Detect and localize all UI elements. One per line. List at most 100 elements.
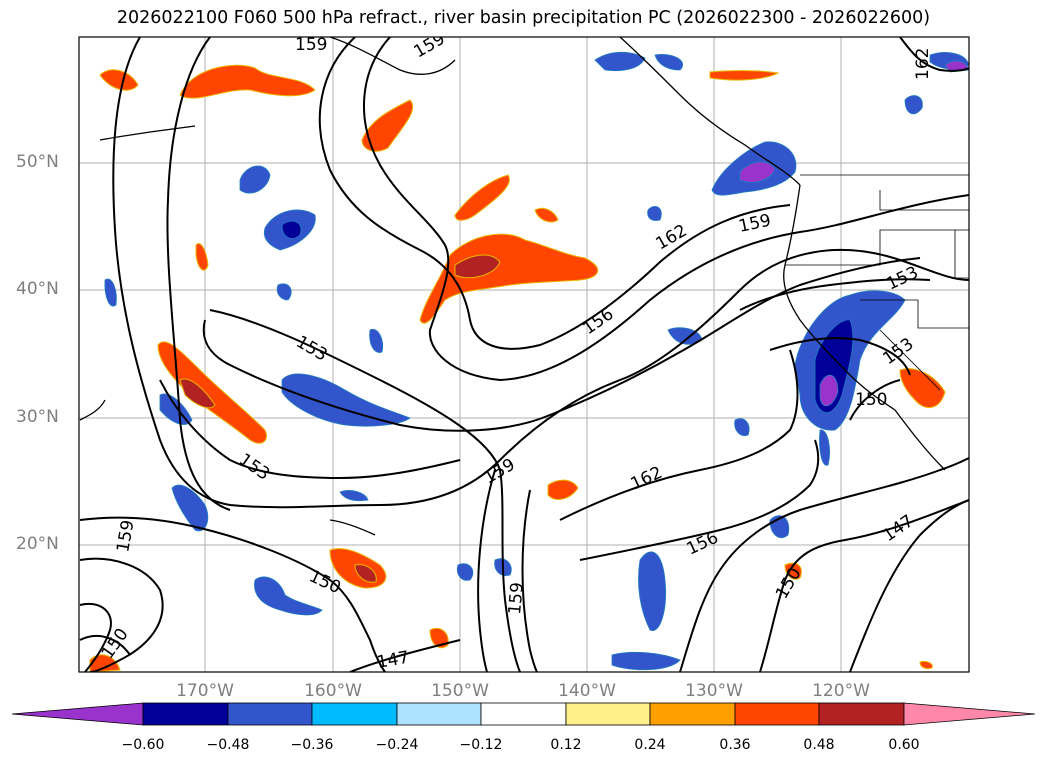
contour-label: 153 [879, 334, 917, 369]
precip-negative-patch [456, 563, 474, 581]
contour-line-156 [679, 457, 969, 672]
contour-line-156 [579, 439, 820, 561]
colorbar-tick-label: 0.60 [888, 737, 920, 753]
contour-label: 153 [235, 450, 273, 485]
precip-negative-patch [904, 95, 923, 115]
border-state [879, 190, 969, 211]
lon-label-170w: 170°W [176, 681, 234, 701]
precip-positive-core [179, 378, 216, 409]
colorbar-segment [396, 702, 482, 726]
colorbar-segment-extend-high [903, 702, 1036, 726]
contour-line-150 [79, 516, 386, 672]
lon-label-130w: 130°W [685, 681, 743, 701]
colorbar-segment [311, 702, 398, 726]
precip-negative-patch [276, 283, 292, 301]
colorbar-tick-label: 0.48 [803, 737, 835, 753]
contour-label: 159 [481, 455, 519, 489]
colorbar-tick-label: −0.24 [375, 737, 419, 753]
contour-label: 147 [879, 511, 917, 546]
colorbar-tick-label: 0.24 [634, 737, 666, 753]
contour-line-162 [559, 349, 799, 521]
colorbar-tick-label: 0.36 [719, 737, 751, 753]
border-state [860, 299, 969, 329]
lat-label-40n: 40°N [16, 279, 59, 299]
precip-negative-patch [369, 328, 384, 353]
precip-negative-patch [281, 373, 411, 427]
contour-label: 156 [684, 528, 722, 560]
colorbar-segment [565, 702, 651, 726]
lat-label-20n: 20°N [16, 534, 59, 554]
colorbar-segment [142, 702, 229, 726]
contour-label: 159 [295, 35, 327, 55]
contour-line-153 [159, 379, 461, 480]
contour-label: 147 [375, 648, 410, 673]
precip-positive-patch [419, 233, 598, 324]
colorbar-tick-label: −0.12 [459, 737, 503, 753]
contour-line-150 [79, 635, 131, 656]
refractivity-contours [79, 37, 969, 672]
precip-negative-patch [819, 429, 830, 466]
precip-negative-patch [239, 165, 271, 194]
border-state [954, 230, 969, 279]
figure-title: 2026022100 F060 500 hPa refract., river … [116, 8, 931, 28]
precip-positive-patch [195, 243, 209, 271]
precip-negative-patch [171, 484, 209, 532]
contour-label: 150 [855, 390, 887, 410]
contour-label: 162 [913, 48, 933, 80]
contour-label: 159 [505, 581, 528, 615]
precip-positive-patch [361, 99, 414, 152]
contour-line-153 [769, 337, 911, 376]
negative-precip-areas [104, 51, 969, 671]
border-state [879, 329, 941, 391]
contour-line-153 [739, 278, 931, 311]
precip-negative-patch [104, 278, 117, 307]
country-borders [785, 174, 969, 391]
coastlines [79, 37, 946, 536]
contour-line-153 [209, 309, 521, 672]
contour-line-159 [363, 37, 969, 382]
positive-precip-areas [89, 64, 946, 672]
precip-negative-patch [647, 206, 662, 221]
contour-line-162 [899, 37, 969, 72]
precip-negative-patch [594, 51, 646, 72]
contour-line-159 [521, 489, 538, 672]
colorbar-segment-extend-low [11, 702, 144, 726]
contour-label: 162 [628, 463, 666, 495]
contour-line-150 [79, 602, 112, 672]
precip-negative-patch [339, 490, 369, 502]
precip-negative-extreme [819, 374, 839, 407]
lat-label-30n: 30°N [16, 407, 59, 427]
precip-negative-patch [638, 551, 667, 631]
precip-positive-patch [919, 661, 933, 670]
contour-label: 162 [653, 221, 691, 255]
precip-positive-patch [99, 69, 139, 91]
lon-label-120w: 120°W [812, 681, 870, 701]
precip-negative-core [281, 220, 302, 239]
contour-line-150 [79, 557, 164, 672]
precip-positive-patch [157, 341, 267, 444]
coastline-hawaii [329, 519, 376, 536]
precip-positive-patch [709, 70, 780, 81]
contour-line-156 [112, 37, 969, 509]
colorbar-segment [734, 702, 820, 726]
border-state [785, 229, 969, 266]
contour-line-153 [202, 257, 921, 432]
lon-label-160w: 160°W [304, 681, 362, 701]
precip-positive-patch [784, 562, 802, 580]
contour-label: 159 [411, 29, 449, 63]
colorbar-segment [480, 702, 567, 726]
colorbar [11, 702, 1036, 726]
precip-positive-patch [534, 207, 559, 223]
contour-label: 156 [579, 304, 617, 339]
colorbar-tick-label: −0.36 [290, 737, 334, 753]
precip-positive-patch [429, 627, 449, 649]
precip-positive-patch [89, 654, 121, 672]
coastline-alaska [329, 37, 456, 75]
contour-label: 159 [113, 518, 138, 553]
precip-negative-patch [654, 53, 683, 71]
coastline-aleutians [99, 125, 196, 141]
colorbar-segment [227, 702, 313, 726]
precip-negative-patch [254, 576, 323, 616]
precip-positive-core [454, 254, 501, 279]
lat-label-50n: 50°N [16, 152, 59, 172]
